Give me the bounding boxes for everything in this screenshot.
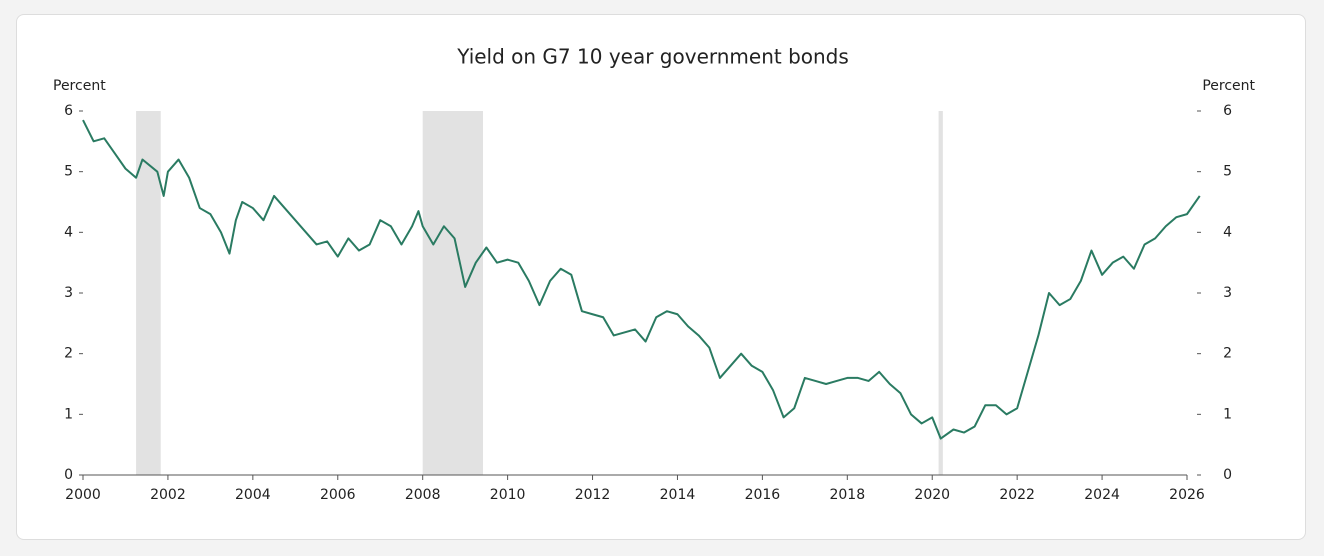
y-axis-label: Percent [53, 78, 106, 94]
y2-tick-label: 5 [1223, 164, 1232, 180]
x-tick-label: 2022 [999, 487, 1035, 503]
y2-axis-label: Percent [1202, 78, 1255, 94]
x-tick-label: 2026 [1169, 487, 1205, 503]
x-tick-label: 2020 [914, 487, 950, 503]
x-tick-label: 2006 [320, 487, 356, 503]
y2-tick-label: 6 [1223, 103, 1232, 119]
chart-title: Yield on G7 10 year government bonds [456, 45, 849, 69]
recession-band [422, 111, 483, 475]
y2-tick-label: 4 [1223, 224, 1232, 240]
x-tick-label: 2000 [65, 487, 101, 503]
chart-card [16, 14, 1306, 540]
data-line [82, 119, 1201, 440]
x-tick-label: 2012 [575, 487, 611, 503]
y-tick-label: 6 [64, 103, 73, 119]
x-tick-label: 2002 [150, 487, 186, 503]
y2-tick-label: 3 [1223, 285, 1232, 301]
y2-tick-label: 2 [1223, 346, 1232, 362]
x-tick-label: 2016 [745, 487, 781, 503]
x-tick-label: 2004 [235, 487, 271, 503]
x-tick-label: 2024 [1084, 487, 1120, 503]
y2-tick-label: 0 [1223, 467, 1232, 483]
y2-tick-label: 1 [1223, 406, 1232, 422]
y-tick-label: 4 [64, 224, 73, 240]
x-tick-label: 2010 [490, 487, 526, 503]
x-tick-label: 2014 [660, 487, 696, 503]
x-tick-label: 2008 [405, 487, 441, 503]
y-tick-label: 0 [64, 467, 73, 483]
y-tick-label: 3 [64, 285, 73, 301]
x-tick-label: 2018 [829, 487, 865, 503]
recession-band [938, 111, 943, 475]
y-tick-label: 2 [64, 346, 73, 362]
y-tick-label: 5 [64, 164, 73, 180]
y-tick-label: 1 [64, 406, 73, 422]
